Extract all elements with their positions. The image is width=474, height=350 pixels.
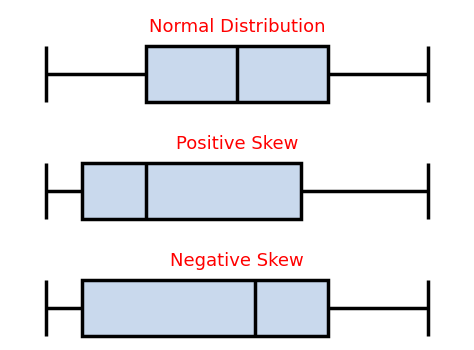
Text: Normal Distribution: Normal Distribution [149,18,325,36]
Bar [82,163,301,219]
Text: Positive Skew: Positive Skew [176,135,298,153]
Bar [146,46,328,102]
Bar [82,280,328,336]
Text: Negative Skew: Negative Skew [170,252,304,270]
